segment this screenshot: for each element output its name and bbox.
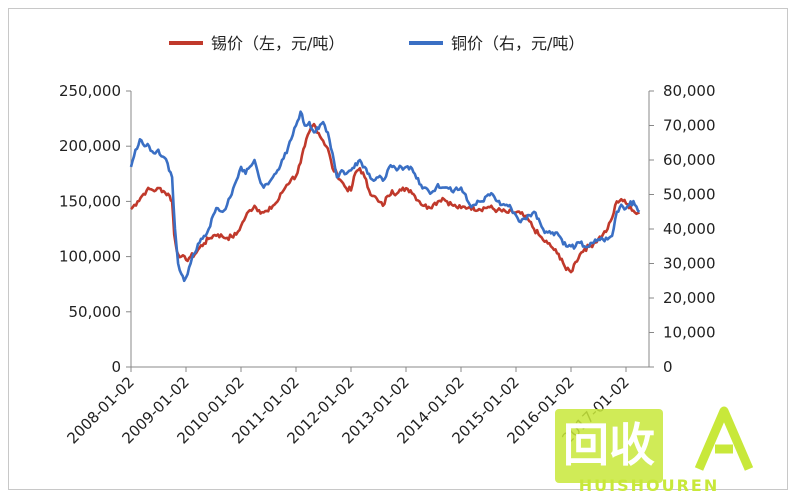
legend: 锡价（左，元/吨） 铜价（右，元/吨）: [169, 34, 584, 53]
y-left-tick-label: 50,000: [69, 303, 122, 321]
y-right-tick-label: 40,000: [663, 220, 716, 238]
watermark-badge: [555, 409, 663, 483]
axes-layer: 0 50,000 100,000 150,000 200,000 250,000 0 10,0…: [59, 82, 716, 447]
y-right-tick-label: 20,000: [663, 289, 716, 307]
y-right-tick-label: 70,000: [663, 117, 716, 135]
y-right-tick-label: 50,000: [663, 186, 716, 204]
watermark-logo: 回收 HUISHOUREN: [555, 406, 754, 491]
chart-frame: 0 50,000 100,000 150,000 200,000 250,000 0 10,0…: [8, 8, 788, 491]
y-right-tick-label: 10,000: [663, 324, 716, 342]
tin-price-series-line: [130, 122, 640, 274]
y-right-tick-label: 60,000: [663, 151, 716, 169]
y-left-tick-label: 0: [111, 358, 121, 376]
y-left-tick-label: 200,000: [59, 137, 121, 155]
y-right-tick-label: 30,000: [663, 255, 716, 273]
watermark-text: 回收: [563, 418, 655, 472]
copper-price-series-line: [129, 110, 641, 283]
tin-copper-price-chart: 0 50,000 100,000 150,000 200,000 250,000 0 10,0…: [59, 34, 754, 491]
legend-label: 铜价（右，元/吨）: [451, 34, 584, 53]
watermark-subtext: HUISHOUREN: [579, 476, 719, 491]
watermark-person-icon: [694, 406, 754, 471]
legend-label: 锡价（左，元/吨）: [211, 34, 344, 53]
series-layer: [129, 110, 641, 283]
y-left-tick-label: 250,000: [59, 82, 121, 100]
y-right-tick-label: 80,000: [663, 82, 716, 100]
y-left-tick-label: 100,000: [59, 248, 121, 266]
y-right-tick-label: 0: [663, 358, 673, 376]
y-left-tick-label: 150,000: [59, 192, 121, 210]
